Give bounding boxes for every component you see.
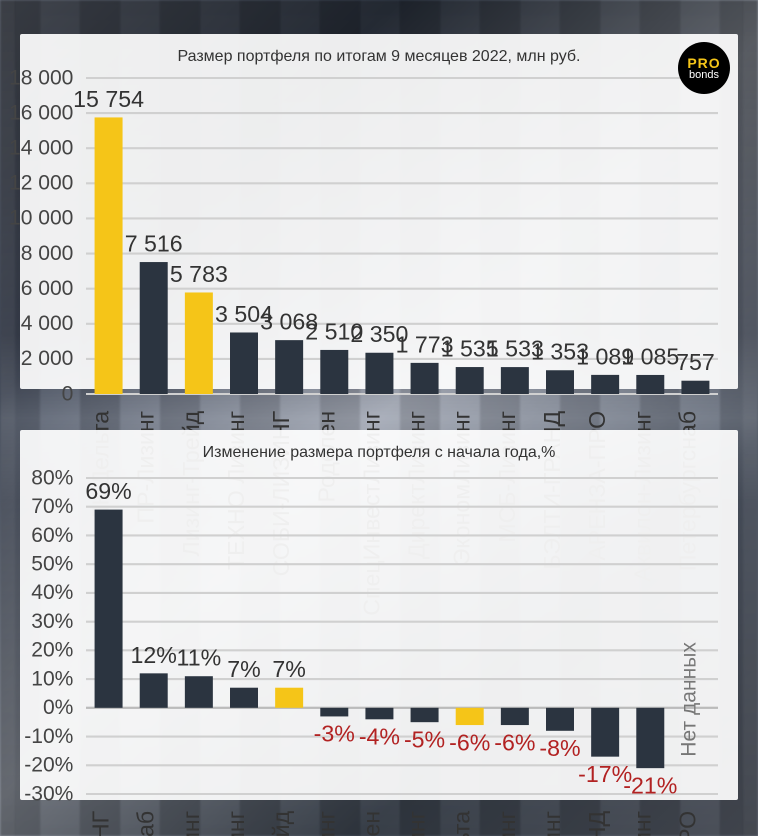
chart2-category-label: СОБИ-ЛИЗИНГ xyxy=(88,810,114,836)
svg-text:70%: 70% xyxy=(31,495,73,518)
chart2-title: Изменение размера портфеля с начала года… xyxy=(20,430,738,466)
svg-text:40%: 40% xyxy=(31,581,73,604)
chart2-bar xyxy=(546,708,574,731)
svg-text:2 000: 2 000 xyxy=(21,347,74,370)
chart2-bar xyxy=(230,688,258,708)
svg-text:50%: 50% xyxy=(31,553,73,576)
svg-text:4 000: 4 000 xyxy=(21,312,74,335)
chart1-bar xyxy=(681,381,709,394)
svg-text:80%: 80% xyxy=(31,466,73,489)
chart2-panel: Изменение размера портфеля с начала года… xyxy=(20,430,738,800)
svg-text:60%: 60% xyxy=(31,524,73,547)
svg-text:-30%: -30% xyxy=(24,782,73,805)
svg-text:20%: 20% xyxy=(31,639,73,662)
chart2-category-label: ТЕХНО Лизинг xyxy=(223,811,249,836)
chart2-category-label: ЭкономЛизинг xyxy=(494,811,520,836)
chart1-bar xyxy=(636,375,664,394)
chart2-bar xyxy=(591,708,619,757)
svg-text:12 000: 12 000 xyxy=(9,172,73,195)
chart1-bar xyxy=(140,262,168,394)
chart2-value-label: -5% xyxy=(404,726,445,752)
chart1-bar xyxy=(230,332,258,394)
chart2-value-label: 7% xyxy=(227,656,260,682)
chart2-bar xyxy=(456,708,484,725)
chart2-bar xyxy=(275,688,303,708)
chart2-bar xyxy=(320,708,348,717)
chart2-value-label: -8% xyxy=(539,735,580,761)
chart2-value-label: -4% xyxy=(359,724,400,750)
chart2-value-label: 7% xyxy=(272,656,305,682)
chart1-value-label: 757 xyxy=(676,349,715,375)
svg-text:10 000: 10 000 xyxy=(9,207,73,230)
chart1-bar xyxy=(275,340,303,394)
chart2-bar xyxy=(411,708,439,722)
chart2-bar xyxy=(501,708,529,725)
chart1-value-label: 15 754 xyxy=(73,86,144,112)
chart1-bar xyxy=(546,370,574,394)
chart1-title: Размер портфеля по итогам 9 месяцев 2022… xyxy=(20,34,738,70)
logo-line2: bonds xyxy=(689,70,719,81)
chart1-panel: Размер портфеля по итогам 9 месяцев 2022… xyxy=(20,34,738,389)
chart1-bar xyxy=(456,367,484,394)
chart1-bar xyxy=(320,350,348,394)
logo-line1: PRO xyxy=(687,56,720,70)
chart2-value-label: 11% xyxy=(177,645,222,671)
chart2-bar xyxy=(140,673,168,707)
chart2-category-label: Аквилон-Лизинг xyxy=(313,811,339,836)
chart1-bar xyxy=(95,117,123,394)
chart2-category-label: Роделен xyxy=(358,811,384,836)
svg-text:16 000: 16 000 xyxy=(9,101,73,124)
chart1-bar xyxy=(185,292,213,394)
chart2-nodata-label: Нет данных xyxy=(677,642,700,757)
chart1-bar xyxy=(501,367,529,394)
svg-text:14 000: 14 000 xyxy=(9,137,73,160)
probonds-logo: PRO bonds xyxy=(678,42,730,94)
chart2-category-label: Лизинг-Трейд xyxy=(268,810,294,836)
chart2-category-label: ПР-Лизинг xyxy=(404,811,430,836)
svg-text:0: 0 xyxy=(62,382,74,405)
chart1-plot: 02 0004 0006 0008 00010 00012 00014 0001… xyxy=(86,78,718,394)
chart2-bar xyxy=(365,708,393,719)
chart2-category-label: ДиректЛизинг xyxy=(178,811,204,836)
chart1-value-label: 7 516 xyxy=(125,231,183,257)
chart2-value-label: 69% xyxy=(85,478,131,504)
chart2-bar xyxy=(95,510,123,708)
chart2-value-label: -21% xyxy=(623,772,677,798)
svg-text:6 000: 6 000 xyxy=(21,277,74,300)
chart2-category-label: БЭЛТИ-ГРАНД xyxy=(584,811,610,836)
chart2-value-label: -6% xyxy=(449,729,490,755)
chart2-bar xyxy=(185,676,213,708)
svg-text:30%: 30% xyxy=(31,610,73,633)
svg-text:0%: 0% xyxy=(43,696,73,719)
svg-text:8 000: 8 000 xyxy=(21,242,74,265)
svg-text:-10%: -10% xyxy=(24,725,73,748)
chart2-category-label: АРЕНЗА-ПРО xyxy=(674,811,700,836)
chart2-value-label: 12% xyxy=(131,642,177,668)
chart2-bar xyxy=(636,708,664,768)
chart1-bar xyxy=(591,375,619,394)
chart1-bar xyxy=(411,363,439,394)
chart2-category-label: МСБ-Лизинг xyxy=(539,811,565,836)
chart2-value-label: -6% xyxy=(494,729,535,755)
chart2-category-label: СпецИнвестЛизинг xyxy=(629,811,655,836)
svg-text:10%: 10% xyxy=(31,667,73,690)
chart2-category-label: Петербургснаб xyxy=(133,811,159,836)
chart2-value-label: -3% xyxy=(314,721,355,747)
chart1-value-label: 5 783 xyxy=(170,261,228,287)
chart2-plot: -30%-20%-10%0%10%20%30%40%50%60%70%80%69… xyxy=(86,478,718,794)
svg-text:-20%: -20% xyxy=(24,754,73,777)
svg-text:18 000: 18 000 xyxy=(9,66,73,89)
chart1-bar xyxy=(365,353,393,394)
chart1-value-label: 1 085 xyxy=(621,343,679,369)
chart2-category-label: ЛК Дельта xyxy=(449,811,475,836)
